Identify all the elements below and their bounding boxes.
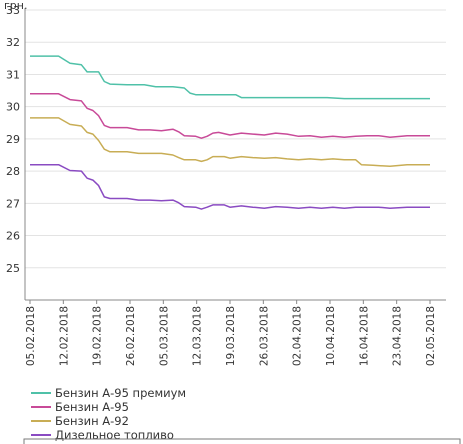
axes [24, 8, 446, 301]
x-tick-label: 19.03.2018 [225, 306, 237, 366]
y-axis-tick-labels: 25 26 27 28 29 30 31 32 33 [6, 4, 20, 275]
horizontal-gridlines [25, 9, 446, 269]
x-tick-label: 26.03.2018 [258, 306, 270, 366]
x-tick-label: 23.04.2018 [392, 306, 404, 366]
x-tick-label: 12.02.2018 [58, 306, 70, 366]
y-axis-unit-label: грн. [4, 0, 27, 12]
series-line [30, 93, 430, 139]
x-tick-label: 19.02.2018 [92, 306, 104, 366]
y-tick-label: 25 [6, 262, 20, 275]
y-tick-label: 26 [6, 230, 20, 243]
y-tick-label: 28 [6, 165, 20, 178]
y-tick-label: 27 [6, 197, 20, 210]
x-axis-tick-labels: 05.02.2018 12.02.2018 19.02.2018 26.02.2018… [25, 300, 437, 366]
y-tick-label: 30 [6, 101, 20, 114]
series-lines [30, 55, 430, 210]
x-tick-label: 26.02.2018 [125, 306, 137, 366]
y-tick-label: 32 [6, 36, 20, 49]
x-tick-label: 02.04.2018 [292, 306, 304, 366]
y-tick-label: 31 [6, 68, 20, 81]
y-tick-label: 29 [6, 133, 20, 146]
y-tick-label: 33 [6, 4, 20, 17]
x-tick-label: 02.05.2018 [425, 306, 437, 366]
x-tick-label: 05.03.2018 [158, 306, 170, 366]
series-line [30, 117, 430, 168]
legend-label: Бензин А-95 премиум [55, 386, 186, 400]
legend-scroll-frame [23, 438, 461, 444]
legend-label: Дизельное топливо [55, 428, 174, 442]
series-line [30, 55, 430, 100]
legend-label: Бензин А-92 [55, 414, 129, 428]
series-line [30, 163, 430, 210]
x-tick-label: 10.04.2018 [325, 306, 337, 366]
legend-label: Бензин А-95 [55, 400, 129, 414]
x-tick-label: 16.04.2018 [358, 306, 370, 366]
x-tick-label: 05.02.2018 [25, 306, 37, 366]
x-tick-label: 12.03.2018 [192, 306, 204, 366]
